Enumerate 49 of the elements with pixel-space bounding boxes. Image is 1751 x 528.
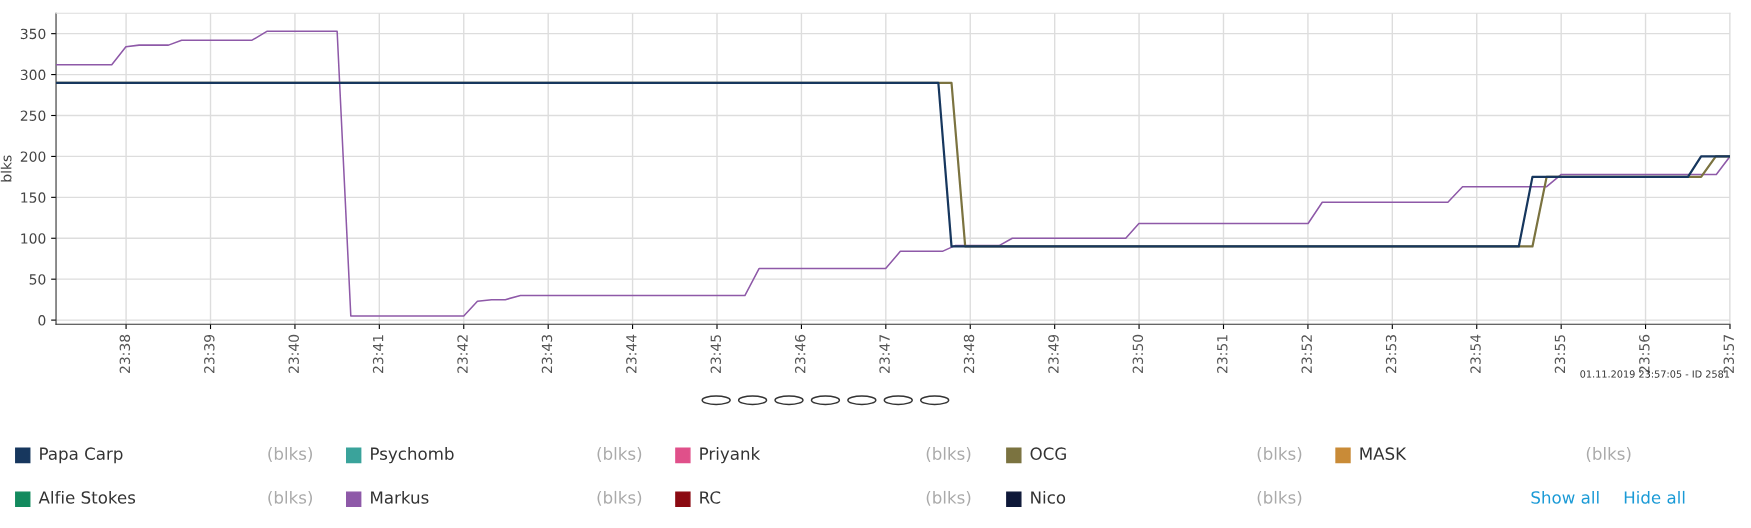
x-tick-label: 23:40 (288, 334, 299, 373)
x-tick-label: 23:49 (1048, 334, 1059, 373)
legend-label: MASK (1360, 447, 1407, 460)
legend-label: Alfie Stokes (38, 490, 136, 504)
x-tick-label: 23:46 (794, 334, 806, 373)
line-series (56, 81, 1730, 248)
text: (blks) (597, 490, 642, 506)
legend-label: OCG (1030, 447, 1066, 460)
text: Hide all (1624, 490, 1685, 504)
y-tick-label: 50 (29, 274, 46, 285)
y-tick-label: 350 (20, 28, 46, 40)
x-tick-label: 23:52 (1301, 335, 1312, 373)
x-tick-label: 23:54 (1470, 334, 1481, 373)
x-tick-label: 23:50 (1132, 334, 1144, 373)
text: (blks) (926, 447, 971, 462)
x-tick-label: 23:38 (119, 334, 131, 373)
y-tick-label: 300 (20, 69, 46, 81)
text: (blks) (1257, 490, 1302, 506)
x-tick-label: 23:53 (1385, 335, 1397, 373)
legend-label: Priyank (700, 447, 761, 464)
y-tick-label: 250 (20, 110, 46, 121)
text: (blks) (268, 490, 312, 506)
x-tick-label: 23:51 (1217, 335, 1228, 373)
text: Show all (1531, 490, 1599, 504)
legend-label: Nico (1031, 490, 1066, 504)
y-tick-label: 150 (21, 192, 46, 203)
text: (blks) (926, 490, 971, 506)
x-tick-label: 23:42 (457, 335, 468, 373)
y-tick-label: 100 (21, 233, 46, 244)
x-tick-label: 23:44 (626, 334, 637, 373)
x-tick-label: 23:55 (1554, 335, 1566, 373)
y-tick-label: 200 (20, 151, 46, 162)
text: (blks) (597, 447, 642, 462)
x-tick-label: 23:45 (710, 335, 722, 373)
y-axis-title: blks (0, 155, 12, 182)
legend-label: RC (700, 491, 721, 504)
x-tick-label: 23:47 (879, 335, 890, 373)
y-tick-label: 0 (38, 315, 46, 326)
x-tick-label: 23:41 (372, 335, 384, 373)
line-series (56, 30, 1730, 317)
text: (blks) (268, 447, 312, 462)
x-tick-label: 23:43 (541, 335, 553, 373)
text: (blks) (1586, 447, 1631, 462)
legend-label: Psychomb (371, 447, 454, 464)
x-tick-label: 23:48 (963, 334, 975, 373)
legend-label: Markus (371, 490, 429, 504)
x-tick-label: 23:39 (204, 334, 215, 373)
legend-label: Papa Carp (40, 447, 123, 464)
text: (blks) (1257, 447, 1302, 462)
